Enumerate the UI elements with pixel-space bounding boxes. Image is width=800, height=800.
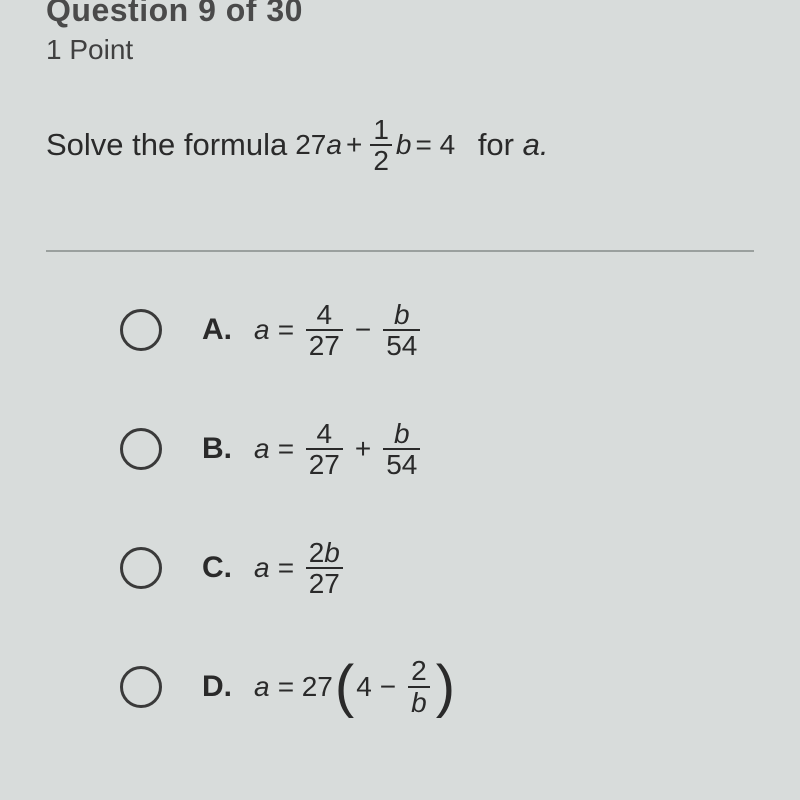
frac-den: 27 xyxy=(306,331,343,360)
fraction-num: 1 xyxy=(370,115,392,144)
frac-den: 27 xyxy=(306,569,343,598)
option-a-frac1: 4 27 xyxy=(306,300,343,361)
frac-den: b xyxy=(408,688,430,717)
formula-plus: + xyxy=(346,129,362,161)
options-group: A. a = 4 27 − b 54 B. a = 4 27 xyxy=(120,300,680,775)
left-paren: ( xyxy=(335,664,354,710)
option-c-math: a = 2b 27 xyxy=(254,538,347,599)
frac-num: b xyxy=(391,300,413,329)
option-a-math: a = 4 27 − b 54 xyxy=(254,300,424,361)
frac-num: b xyxy=(391,419,413,448)
minus-op: − xyxy=(380,671,396,703)
frac-num: 4 xyxy=(313,300,335,329)
option-d[interactable]: D. a = 27 ( 4 − 2 b ) xyxy=(120,656,680,717)
option-b-math: a = 4 27 + b 54 xyxy=(254,419,424,480)
option-letter: C. xyxy=(202,551,236,585)
inner-four: 4 xyxy=(356,671,372,703)
frac-num: 4 xyxy=(313,419,335,448)
option-letter: D. xyxy=(202,670,236,704)
formula-var-a: a xyxy=(326,129,342,161)
formula-coef: 27 xyxy=(295,129,326,161)
question-lead: Solve the formula xyxy=(46,127,287,163)
question-tail: for a. xyxy=(469,127,548,163)
radio-icon[interactable] xyxy=(120,666,162,708)
option-c-frac: 2b 27 xyxy=(306,538,343,599)
horizontal-divider xyxy=(46,250,754,252)
question-formula: 27a + 1 2 b = 4 xyxy=(295,115,455,176)
option-lhs: a = xyxy=(254,433,294,465)
option-d-frac: 2 b xyxy=(408,656,430,717)
option-a-frac2: b 54 xyxy=(383,300,420,361)
frac-den: 54 xyxy=(383,450,420,479)
formula-equals-four: = 4 xyxy=(415,129,455,161)
formula-fraction-half: 1 2 xyxy=(370,115,392,176)
frac-num: 2b xyxy=(306,538,343,567)
option-letter: A. xyxy=(202,313,236,347)
question-text: Solve the formula 27a + 1 2 b = 4 for a. xyxy=(46,115,548,176)
tail-var: a. xyxy=(523,127,549,162)
question-number-header: Question 9 of 30 xyxy=(46,0,303,29)
tail-for: for xyxy=(478,127,514,162)
option-lhs: a = xyxy=(254,314,294,346)
option-letter: B. xyxy=(202,432,236,466)
fraction-den: 2 xyxy=(370,146,392,175)
radio-icon[interactable] xyxy=(120,428,162,470)
frac-num: 2 xyxy=(408,656,430,685)
option-b[interactable]: B. a = 4 27 + b 54 xyxy=(120,419,680,480)
formula-var-b: b xyxy=(396,129,412,161)
frac-den: 27 xyxy=(306,450,343,479)
points-label: 1 Point xyxy=(46,34,133,66)
radio-icon[interactable] xyxy=(120,309,162,351)
right-paren: ) xyxy=(436,664,455,710)
option-a[interactable]: A. a = 4 27 − b 54 xyxy=(120,300,680,361)
option-lhs: a = xyxy=(254,552,294,584)
frac-den: 54 xyxy=(383,331,420,360)
plus-op: + xyxy=(355,433,371,465)
minus-op: − xyxy=(355,314,371,346)
radio-icon[interactable] xyxy=(120,547,162,589)
option-b-frac1: 4 27 xyxy=(306,419,343,480)
option-lhs: a = xyxy=(254,671,294,703)
option-d-coef: 27 xyxy=(302,671,333,703)
option-b-frac2: b 54 xyxy=(383,419,420,480)
option-d-math: a = 27 ( 4 − 2 b ) xyxy=(254,656,457,717)
option-c[interactable]: C. a = 2b 27 xyxy=(120,538,680,599)
